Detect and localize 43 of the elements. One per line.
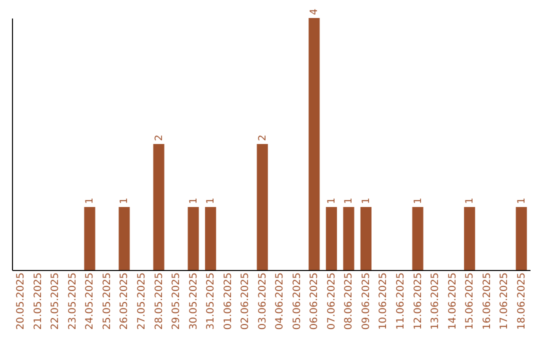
x-tick-label: 03.06.2025 xyxy=(257,272,268,330)
x-tick-label: 20.05.2025 xyxy=(16,272,27,330)
data-label: 1 xyxy=(360,198,372,204)
data-label: 2 xyxy=(257,134,268,141)
x-tick-label: 04.06.2025 xyxy=(274,272,286,330)
x-tick-label: 27.05.2025 xyxy=(136,272,148,330)
x-tick-label: 25.05.2025 xyxy=(102,272,113,330)
x-tick-label: 10.06.2025 xyxy=(378,272,390,330)
x-tick-label: 23.05.2025 xyxy=(67,272,78,330)
data-label: 4 xyxy=(309,8,320,15)
data-label: 1 xyxy=(188,198,200,204)
x-tick-label: 17.06.2025 xyxy=(499,272,510,330)
data-label: 1 xyxy=(326,198,338,204)
x-tick-label: 18.06.2025 xyxy=(516,272,528,330)
x-tick-label: 21.05.2025 xyxy=(32,272,44,330)
data-label: 1 xyxy=(464,198,476,204)
x-tick-label: 02.06.2025 xyxy=(240,272,252,330)
x-tick-label: 14.06.2025 xyxy=(447,272,458,330)
x-tick-label: 29.05.2025 xyxy=(171,272,182,330)
x-tick-label: 05.06.2025 xyxy=(292,272,303,330)
data-label: 1 xyxy=(84,198,96,204)
x-tick-label: 30.05.2025 xyxy=(188,272,200,330)
data-label: 1 xyxy=(516,198,528,204)
x-tick-label: 08.06.2025 xyxy=(344,272,355,330)
x-tick-label: 01.06.2025 xyxy=(222,272,234,330)
x-tick-label: 24.05.2025 xyxy=(84,272,96,330)
x-tick-label: 16.06.2025 xyxy=(482,272,493,330)
data-label: 1 xyxy=(412,198,424,204)
data-label: 1 xyxy=(119,198,130,204)
x-tick-label: 11.06.2025 xyxy=(396,272,406,330)
x-tick-label: 06.06.2025 xyxy=(309,272,320,330)
data-label: 1 xyxy=(206,198,217,204)
x-tick-label: 15.06.2025 xyxy=(464,272,476,330)
x-tick-label: 12.06.2025 xyxy=(412,272,424,330)
x-tick-label: 28.05.2025 xyxy=(154,272,165,330)
x-tick-label: 22.05.2025 xyxy=(50,272,62,330)
x-tick-label: 26.05.2025 xyxy=(119,272,130,330)
x-tick-label: 13.06.2025 xyxy=(430,272,442,330)
x-tick-label: 31.05.2025 xyxy=(206,272,217,330)
x-tick-label: 07.06.2025 xyxy=(326,272,338,330)
data-label: 1 xyxy=(344,198,355,204)
data-label: 2 xyxy=(154,134,165,141)
x-tick-label: 09.06.2025 xyxy=(360,272,372,330)
